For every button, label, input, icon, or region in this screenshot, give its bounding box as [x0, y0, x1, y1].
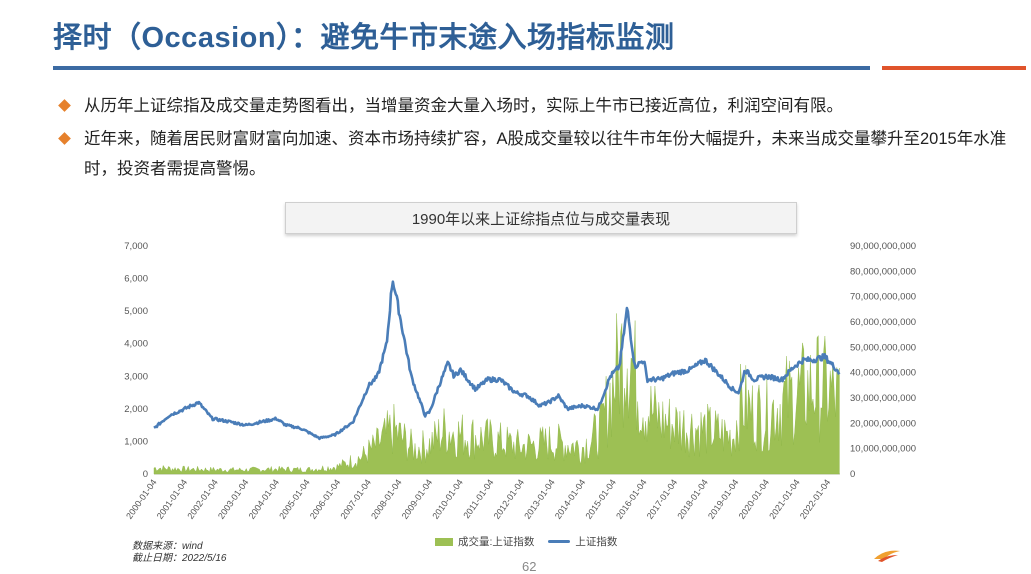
x-tick-label: 2000-01-04 [124, 477, 159, 520]
legend-swatch-volume [435, 537, 453, 546]
y-right-tick-label: 50,000,000,000 [850, 342, 916, 353]
x-tick-label: 2020-01-04 [737, 477, 772, 520]
date-label: 截止日期：2022/5/16 [132, 553, 227, 564]
y-right-tick-label: 70,000,000,000 [850, 292, 916, 303]
x-tick-label: 2008-01-04 [369, 477, 404, 520]
x-tick-label: 2002-01-04 [185, 477, 220, 520]
title-rule-orange [882, 66, 1026, 70]
x-tick-label: 2015-01-04 [583, 477, 618, 520]
y-right-tick-label: 80,000,000,000 [850, 266, 916, 277]
source-label: 数据来源：wind [132, 541, 203, 552]
y-left-tick-label: 3,000 [124, 371, 148, 382]
legend-swatch-index [548, 540, 571, 543]
x-tick-label: 2011-01-04 [461, 477, 495, 520]
title-rule-blue [53, 66, 870, 70]
y-right-tick-label: 60,000,000,000 [850, 317, 916, 328]
x-tick-label: 2022-01-04 [798, 477, 833, 520]
bullet-item: 近年来，随着居民财富财富向加速、资本市场持续扩容，A股成交量较以往牛市年份大幅提… [58, 124, 1010, 184]
chart-container: 1990年以来上证综指点位与成交量表现 0 1,000 2,000 3,000 4,00… [105, 196, 945, 568]
bullet-text: 从历年上证综指及成交量走势图看出，当增量资金大量入场时，实际上牛市已接近高位，利… [84, 97, 843, 115]
x-tick-label: 2014-01-04 [553, 477, 588, 520]
y-right-tick-label: 40,000,000,000 [850, 368, 916, 379]
y-right-tick-label: 90,000,000,000 [850, 241, 916, 252]
y-left-tick-label: 1,000 [124, 436, 148, 447]
x-tick-label: 2004-01-04 [247, 477, 282, 520]
chart-legend: 成交量:上证指数 上证指数 [435, 534, 617, 549]
y-right-tick-label: 0 [850, 469, 855, 480]
bullet-item: 从历年上证综指及成交量走势图看出，当增量资金大量入场时，实际上牛市已接近高位，利… [58, 91, 1010, 121]
y-left-tick-label: 5,000 [124, 306, 148, 317]
y-left-tick-label: 6,000 [124, 274, 148, 285]
x-tick-label: 2007-01-04 [338, 477, 373, 520]
chart-title: 1990年以来上证综指点位与成交量表现 [285, 202, 797, 234]
brand-logo-icon [874, 550, 900, 562]
diamond-bullet-icon [58, 132, 71, 145]
x-tick-label: 2001-01-04 [155, 477, 190, 520]
x-tick-label: 2018-01-04 [675, 477, 710, 520]
diamond-bullet-icon [58, 99, 71, 112]
x-tick-label: 2013-01-04 [522, 477, 557, 520]
y-left-tick-label: 0 [143, 469, 148, 480]
y-left-tick-label: 2,000 [124, 404, 148, 415]
y-left-tick-label: 7,000 [124, 241, 148, 252]
x-tick-label: 2005-01-04 [277, 477, 312, 520]
volume-area [153, 313, 840, 475]
y-right-tick-label: 10,000,000,000 [850, 444, 916, 455]
bullet-list: 从历年上证综指及成交量走势图看出，当增量资金大量入场时，实际上牛市已接近高位，利… [58, 91, 1010, 187]
source-note: 数据来源：wind 截止日期：2022/5/16 [132, 541, 227, 565]
x-tick-label: 2009-01-04 [400, 477, 435, 520]
y-right-tick-label: 30,000,000,000 [850, 393, 916, 404]
legend-item-index: 上证指数 [548, 534, 617, 549]
index-line [153, 280, 841, 441]
bullet-text: 近年来，随着居民财富财富向加速、资本市场持续扩容，A股成交量较以往牛市年份大幅提… [84, 130, 1007, 178]
x-tick-label: 2019-01-04 [706, 477, 741, 520]
x-tick-label: 2003-01-04 [216, 477, 251, 520]
y-left-tick-label: 4,000 [124, 339, 148, 350]
slide-title: 择时（Occasion）：避免牛市末途入场指标监测 [53, 22, 675, 54]
x-tick-label: 2006-01-04 [308, 477, 343, 520]
x-tick-label: 2012-01-04 [492, 477, 527, 520]
y-right-tick-label: 20,000,000,000 [850, 418, 916, 429]
legend-label-index: 上证指数 [575, 536, 618, 548]
x-tick-label: 2016-01-04 [614, 477, 649, 520]
chart-svg: 0 1,000 2,000 3,000 4,000 5,000 6,000 7,000 0 10,… [124, 241, 916, 521]
page-number: 62 [522, 559, 537, 574]
x-tick-label: 2010-01-04 [430, 477, 465, 520]
legend-item-volume: 成交量:上证指数 [435, 534, 534, 549]
x-tick-label: 2021-01-04 [767, 477, 802, 520]
x-tick-label: 2017-01-04 [645, 477, 680, 520]
legend-label-volume: 成交量:上证指数 [458, 536, 535, 548]
